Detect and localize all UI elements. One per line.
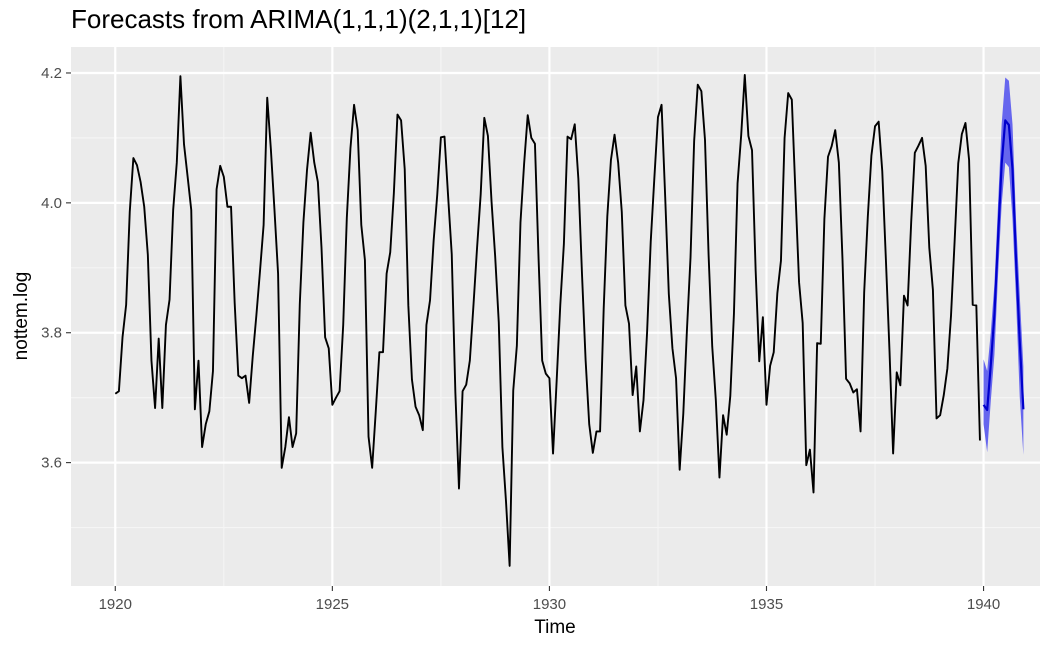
x-axis-title: Time <box>534 617 576 638</box>
x-tick-label: 1930 <box>533 596 566 613</box>
y-tick-label: 4.0 <box>41 195 62 212</box>
observed-series-line <box>114 73 981 567</box>
grid-major <box>71 47 1040 586</box>
plot-panel <box>71 47 1040 586</box>
x-tick-label: 1940 <box>967 596 1000 613</box>
x-tick-label: 1935 <box>750 596 783 613</box>
y-axis-title: nottem.log <box>11 272 32 361</box>
y-tick-label: 3.8 <box>41 325 62 342</box>
series-layer <box>114 73 981 567</box>
x-tick-label: 1925 <box>316 596 349 613</box>
x-tick-label: 1920 <box>99 596 132 613</box>
y-tick-label: 4.2 <box>41 65 62 82</box>
forecast-layer <box>982 119 1025 412</box>
chart-title: Forecasts from ARIMA(1,1,1)(2,1,1)[12] <box>71 4 527 34</box>
x-axis: 1920 1925 1930 1935 1940 <box>99 586 1000 613</box>
forecast-mean-line <box>982 119 1025 412</box>
y-tick-label: 3.6 <box>41 455 62 472</box>
y-axis: 3.6 3.8 4.0 4.2 <box>41 65 71 472</box>
